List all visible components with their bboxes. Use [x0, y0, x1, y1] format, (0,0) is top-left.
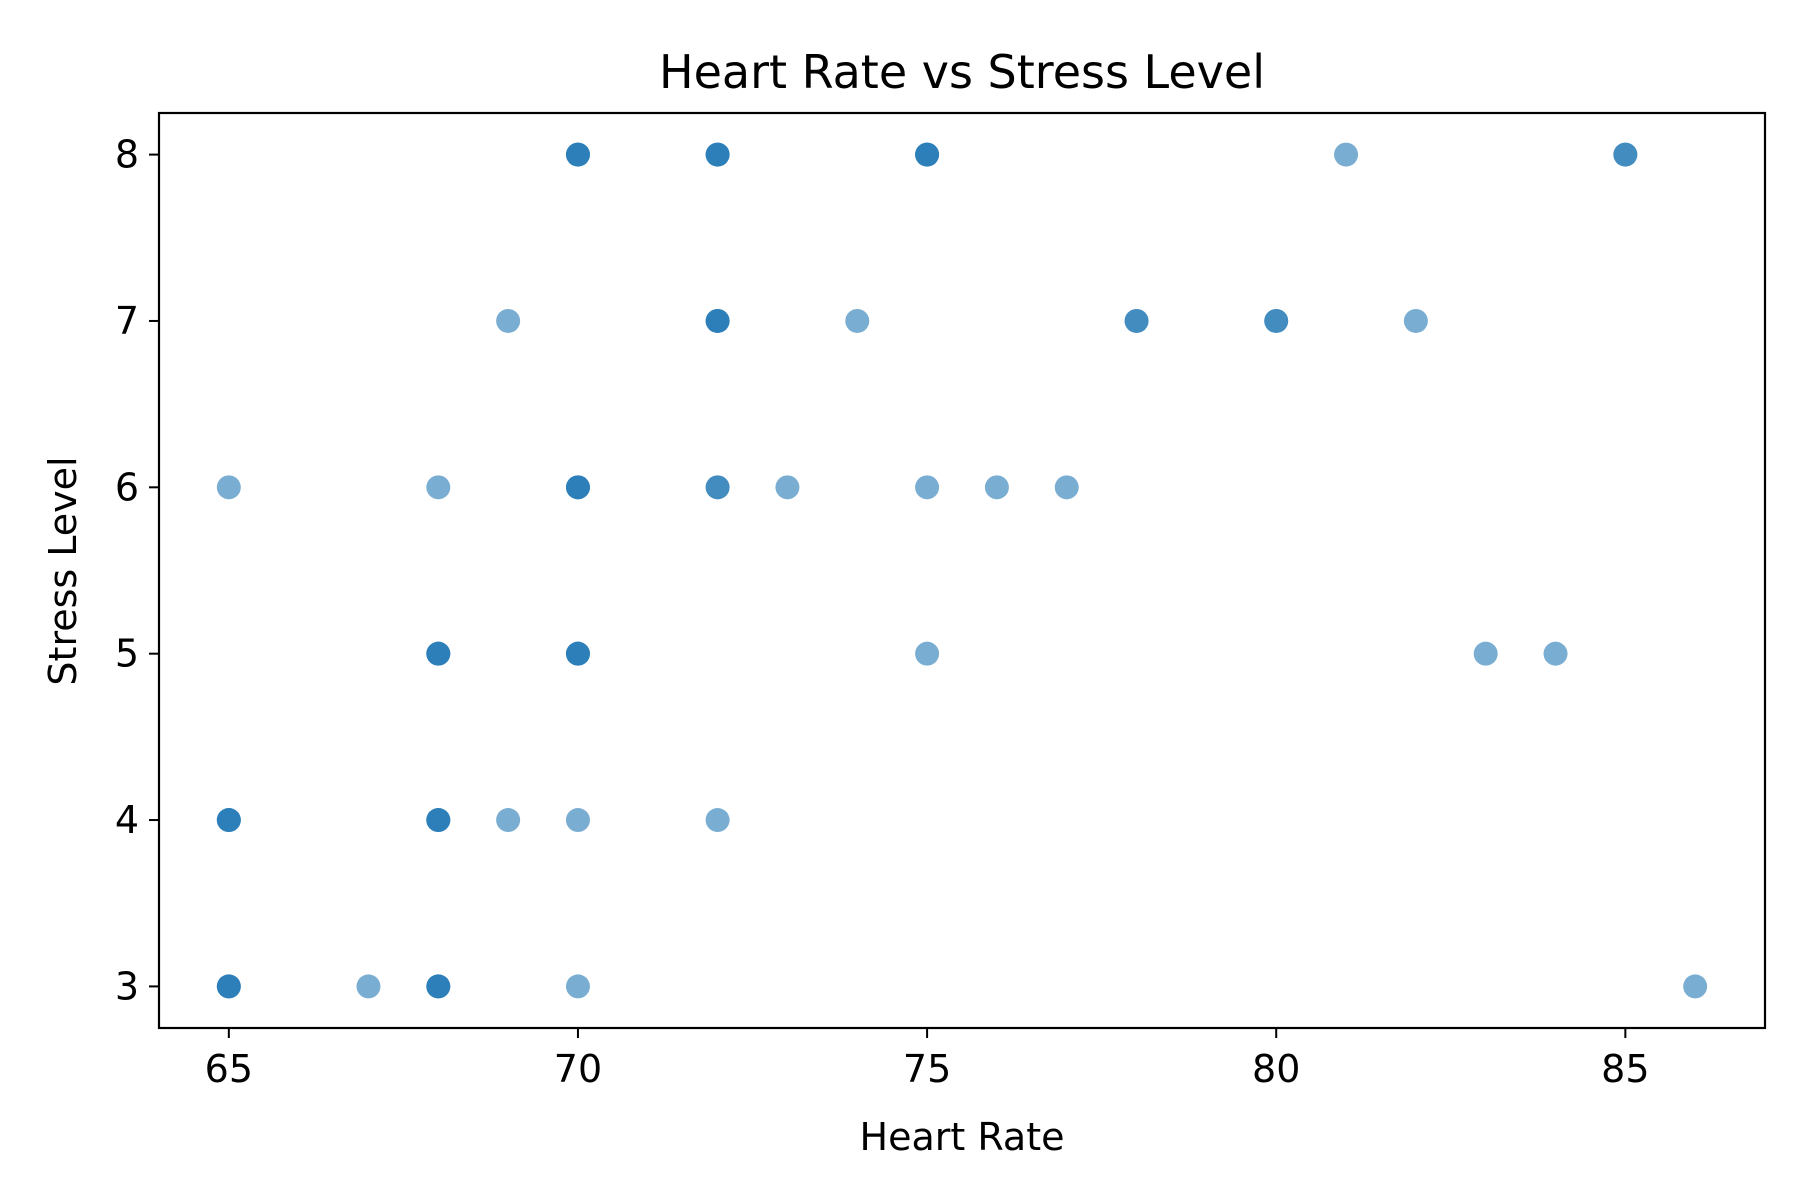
data-point	[1403, 308, 1428, 333]
data-point	[565, 808, 590, 833]
data-point	[845, 308, 870, 333]
y-tick-label: 6	[115, 465, 139, 509]
data-point	[426, 475, 451, 500]
x-tick-label: 80	[1252, 1047, 1300, 1091]
data-point	[216, 475, 241, 500]
data-point	[356, 974, 381, 999]
data-point	[216, 808, 241, 833]
y-tick-label: 8	[115, 133, 139, 177]
x-tick-label: 70	[554, 1047, 602, 1091]
data-point	[1124, 308, 1149, 333]
chart-title: Heart Rate vs Stress Level	[659, 45, 1265, 99]
data-point	[705, 808, 730, 833]
data-point	[1613, 142, 1638, 167]
data-point	[1683, 974, 1708, 999]
y-axis-ticks: 3 4 5 6 7 8	[115, 133, 159, 1008]
x-tick-label: 65	[205, 1047, 253, 1091]
data-point	[565, 142, 590, 167]
data-point	[1054, 475, 1079, 500]
y-axis-label: Stress Level	[41, 456, 85, 685]
data-point	[984, 475, 1009, 500]
data-point	[1473, 641, 1498, 666]
data-point	[565, 641, 590, 666]
y-tick-label: 4	[115, 798, 139, 842]
data-point	[426, 974, 451, 999]
data-point	[496, 308, 521, 333]
data-point	[565, 974, 590, 999]
data-point	[1543, 641, 1568, 666]
data-point	[1264, 308, 1289, 333]
plot-area-frame	[157, 111, 1767, 1030]
data-point	[705, 308, 730, 333]
data-point	[775, 475, 800, 500]
data-points	[216, 142, 1708, 999]
x-tick-label: 75	[903, 1047, 951, 1091]
data-point	[496, 808, 521, 833]
y-tick-label: 5	[115, 632, 139, 676]
x-axis-label: Heart Rate	[860, 1115, 1065, 1159]
data-point	[1334, 142, 1359, 167]
data-point	[915, 641, 940, 666]
data-point	[705, 475, 730, 500]
y-tick-label: 3	[115, 964, 139, 1008]
x-tick-label: 85	[1601, 1047, 1649, 1091]
data-point	[915, 475, 940, 500]
x-axis-ticks: 65 70 75 80 85	[205, 1028, 1650, 1091]
data-point	[915, 142, 940, 167]
y-tick-label: 7	[115, 299, 139, 343]
data-point	[565, 475, 590, 500]
data-point	[426, 808, 451, 833]
data-point	[426, 641, 451, 666]
data-point	[216, 974, 241, 999]
data-point	[705, 142, 730, 167]
